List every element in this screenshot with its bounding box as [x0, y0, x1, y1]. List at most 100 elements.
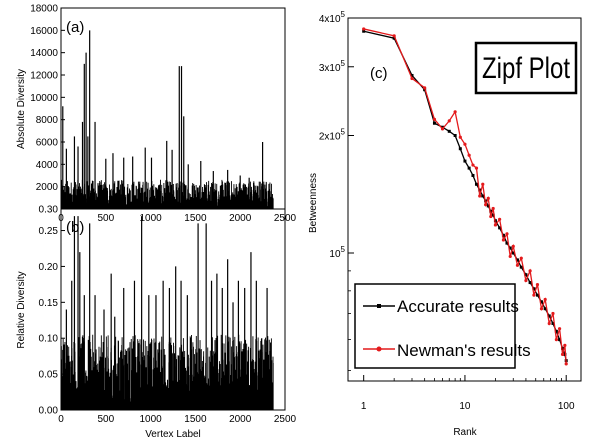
panel-b-label: (b) [66, 219, 84, 236]
data-point-newman [554, 338, 558, 342]
data-point-accurate [481, 194, 485, 198]
data-point-newman [505, 232, 509, 236]
data-point-accurate [532, 287, 536, 291]
chart-title: Zipf Plot [482, 52, 571, 85]
data-point-newman [392, 34, 396, 38]
data-point-newman [362, 27, 366, 31]
panel-b-xtick-label: 500 [97, 414, 114, 425]
panel-b-xtick-label: 2000 [229, 414, 252, 425]
panel-b-xtick-label: 0 [58, 414, 64, 425]
data-point-newman [547, 321, 551, 326]
data-point-newman [515, 263, 520, 267]
data-point-newman [563, 343, 567, 347]
panel-c-ytick-label: 4x105 [319, 10, 346, 25]
panel-b-ylabel: Relative Diversity [16, 271, 27, 348]
data-point-accurate [410, 73, 414, 77]
panel-c-ytick-exp: 5 [341, 59, 346, 68]
data-point-accurate [489, 209, 493, 213]
data-point-newman [543, 297, 547, 302]
panel-b-xlabel: Vertex Label [145, 429, 201, 437]
data-point-newman [447, 119, 451, 123]
data-point-newman [484, 203, 488, 207]
data-point-newman [491, 206, 495, 211]
data-point-accurate [362, 29, 366, 33]
panel-c-ytick-base: 2x10 [319, 132, 341, 143]
panel-b-xtick-label: 1000 [139, 414, 162, 425]
legend-label-newman: Newman's results [397, 341, 531, 360]
data-point-accurate [547, 314, 551, 318]
panel-a-xtick-label: 1000 [139, 213, 162, 224]
data-point-accurate [519, 265, 523, 269]
data-point-accurate [558, 338, 562, 342]
legend-item-newman: Newman's results [363, 341, 531, 360]
data-point-accurate [453, 134, 457, 138]
data-point-newman [557, 327, 562, 331]
panel-b-ytick-label: 0.05 [39, 370, 59, 381]
panel-a-ytick-label: 4000 [36, 160, 59, 171]
legend-label-accurate: Accurate results [397, 297, 519, 316]
data-point-newman [463, 142, 467, 146]
data-point-newman [453, 110, 457, 114]
data-point-newman [524, 278, 528, 283]
panel-c-ytick-base: 4x10 [319, 14, 341, 25]
panel-b-xtick-label: 1500 [184, 414, 207, 425]
panel-c-ytick-exp: 5 [341, 128, 346, 137]
panel-b-ytick-label: 0.10 [39, 334, 59, 345]
panel-a-ylabel: Absolute Diversity [16, 69, 27, 149]
data-point-newman [493, 223, 498, 227]
data-point-accurate [471, 173, 475, 177]
data-point-newman [501, 238, 506, 242]
panel-c-ytick-exp: 5 [341, 10, 346, 19]
panel-a-ytick-label: 14000 [30, 48, 58, 59]
panel-c-ytick-base: 3x10 [319, 63, 341, 74]
panel-c-lines [362, 27, 568, 366]
data-point-accurate [432, 121, 436, 125]
legend-item-accurate: Accurate results [363, 297, 519, 316]
panel-c-ytick-label: 3x105 [319, 59, 346, 74]
legend [354, 283, 516, 369]
data-point-newman [489, 214, 493, 219]
data-point-accurate [554, 329, 558, 333]
panel-b-ytick-label: 0.15 [39, 298, 59, 309]
data-point-newman [528, 269, 532, 273]
data-point-accurate [561, 346, 565, 350]
panel-b-ytick-label: 0.20 [39, 262, 59, 273]
data-point-newman [519, 256, 523, 260]
panel-c-ytick-label: 2x105 [319, 128, 346, 143]
data-point-accurate [515, 258, 519, 262]
panel-b-xtick-label: 2500 [274, 414, 297, 425]
panel-b-ytick-label: 0.25 [39, 226, 59, 237]
panel-a-ytick-label: 10000 [30, 93, 58, 104]
data-point-accurate [508, 246, 512, 250]
panel-a-ytick-label: 0.30 [39, 205, 59, 216]
panel-c-xtick-label: 10 [459, 401, 471, 412]
panel-c-ytick-label: 105 [329, 245, 345, 260]
panel-a-xtick-label: 500 [97, 213, 114, 224]
data-point-newman [423, 86, 427, 90]
panel-c-xlabel: Rank [453, 427, 477, 437]
panel-a-ytick-label: 6000 [36, 138, 59, 149]
panel-b-frame [60, 208, 286, 411]
data-point-accurate [539, 300, 543, 304]
data-point-accurate [463, 159, 467, 163]
panel-b: 0 500 1000 1500 2000 2500 0.00 0.05 0.10 0.15 0.20… [16, 208, 297, 437]
panel-b-ticks: 0 500 1000 1500 2000 2500 0.00 0.05 0.10 0.15 0.20… [39, 226, 297, 425]
panel-b-bars [60, 216, 274, 410]
legend-marker-accurate [377, 304, 381, 308]
data-point-accurate [511, 251, 515, 255]
data-point-newman [539, 307, 544, 311]
panel-c-xtick-label: 1 [361, 401, 367, 412]
panel-b-spikes [60, 334, 274, 410]
panel-b-ytick-label: 0.00 [39, 406, 59, 417]
panel-a: 0 500 1000 1500 2000 25000.302000400060008000… [16, 4, 297, 225]
data-point-newman [432, 117, 437, 121]
series-line-newman [363, 28, 567, 364]
data-point-newman [508, 254, 512, 259]
panel-a-label: (a) [66, 19, 84, 36]
panel-a-bars [60, 30, 274, 209]
data-point-newman [481, 182, 485, 186]
data-point-accurate [474, 182, 478, 186]
panel-c-ytick-exp: 5 [341, 245, 346, 254]
